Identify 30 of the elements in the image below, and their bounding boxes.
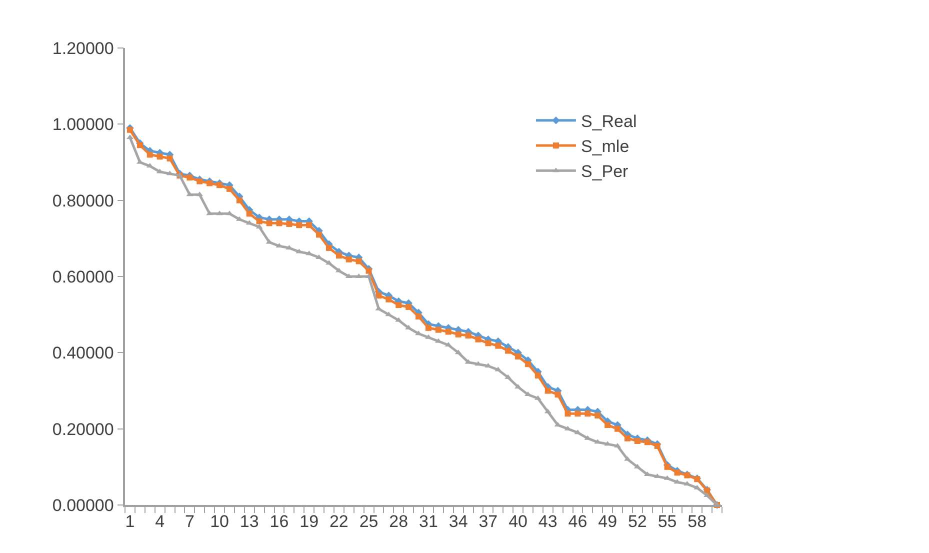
legend-label: S_Real bbox=[580, 112, 637, 132]
x-tick-label: 31 bbox=[419, 512, 438, 532]
x-tick-label: 10 bbox=[210, 512, 229, 532]
y-tick-label: 0.80000 bbox=[52, 191, 114, 210]
y-tick-label: 1.20000 bbox=[52, 38, 114, 58]
x-tick-label: 19 bbox=[300, 512, 319, 532]
x-tick-label: 7 bbox=[184, 512, 194, 532]
y-tick-label: 0.20000 bbox=[52, 420, 114, 439]
y-tick-label: 1.00000 bbox=[52, 115, 114, 134]
x-tick-label: 34 bbox=[448, 512, 468, 532]
x-tick-label: 16 bbox=[270, 512, 289, 532]
x-tick-label: 4 bbox=[155, 512, 165, 532]
x-tick-label: 25 bbox=[359, 512, 378, 532]
y-tick-label: 0.60000 bbox=[52, 267, 114, 286]
legend-label: S_mle bbox=[580, 137, 630, 156]
x-tick-label: 49 bbox=[598, 512, 618, 532]
x-tick-label: 40 bbox=[508, 512, 528, 532]
x-tick-label: 52 bbox=[628, 512, 647, 532]
legend-label: S_Per bbox=[580, 162, 629, 182]
y-tick-label: 0.00000 bbox=[52, 496, 114, 515]
x-tick-label: 37 bbox=[478, 512, 498, 532]
x-tick-label: 55 bbox=[658, 512, 677, 532]
x-tick-label: 22 bbox=[329, 512, 348, 532]
x-tick-label: 28 bbox=[389, 512, 408, 532]
x-tick-label: 46 bbox=[568, 512, 588, 532]
x-tick-label: 58 bbox=[688, 512, 707, 532]
x-tick-label: 1 bbox=[125, 512, 135, 532]
x-tick-label: 43 bbox=[538, 512, 558, 532]
y-tick-label: 0.40000 bbox=[52, 344, 114, 363]
x-tick-label: 13 bbox=[240, 512, 259, 532]
